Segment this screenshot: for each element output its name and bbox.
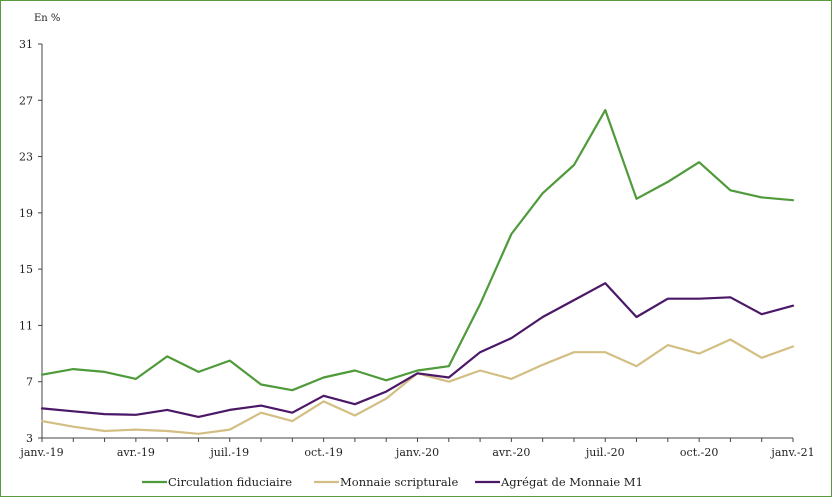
legend-label-1: Circulation fiduciaire [168,475,292,489]
series-line-1 [40,108,795,392]
x-ticks: janv.-19 avr.-19 juil.-19 oct.-19 janv.-20 av… [18,438,815,459]
x-tick-label: juil.-19 [208,446,249,459]
x-tick-label: oct.-20 [680,446,718,459]
y-unit-label: En % [34,13,60,24]
y-tick-label: 11 [19,319,33,332]
y-ticks: 3 7 11 15 19 23 27 31 [19,38,42,445]
y-tick-label: 15 [19,263,33,276]
x-tick-label: avr.-19 [117,446,155,459]
y-tick-label: 19 [19,207,33,220]
y-tick-label: 23 [19,151,33,164]
series-line-3 [40,282,795,418]
y-tick-label: 3 [26,432,33,445]
legend-label-3: Agrégat de Monnaie M1 [500,475,643,489]
x-tick-label: juil.-20 [584,446,625,459]
series-line-2 [40,338,795,435]
series-lines [40,108,795,435]
y-tick-label: 27 [19,94,33,107]
x-tick-label: janv.-21 [769,446,814,459]
x-tick-label: avr.-20 [492,446,530,459]
legend-label-2: Monnaie scripturale [340,475,458,489]
x-tick-label: janv.-19 [18,446,63,459]
legend: Circulation fiduciaire Monnaie scriptural… [142,475,643,489]
y-tick-label: 31 [19,38,33,51]
y-tick-label: 7 [26,376,33,389]
x-tick-label: oct.-19 [304,446,342,459]
x-tick-label: janv.-20 [394,446,439,459]
